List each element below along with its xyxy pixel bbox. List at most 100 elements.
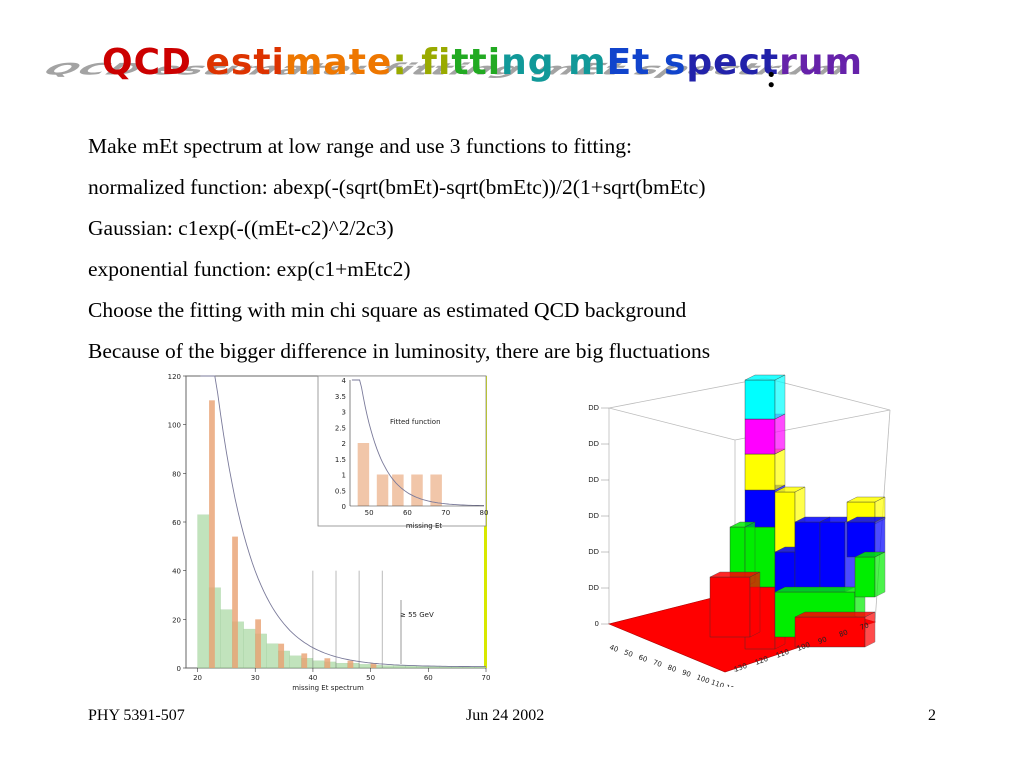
x-tick-label: 50 xyxy=(366,674,375,682)
histogram-bar xyxy=(393,665,406,669)
lego-column-segment-side xyxy=(864,611,876,648)
z-tick-label: DD xyxy=(588,584,599,592)
y-tick-label: 120 xyxy=(168,373,181,381)
z-tick-label: DD xyxy=(588,440,599,448)
histogram-bar xyxy=(439,666,452,669)
y-tick-label: 100 xyxy=(168,422,181,430)
inset-bar xyxy=(392,474,404,506)
bullet-item: Choose the fitting with min chi square a… xyxy=(88,298,687,322)
y-tick-label: 60 xyxy=(172,519,181,527)
main-histogram xyxy=(197,400,487,669)
histogram-bar xyxy=(278,643,285,668)
inset-x-tick-label: 80 xyxy=(480,509,489,517)
lego-column-segment-side xyxy=(874,516,886,558)
lego-column-segment xyxy=(744,453,776,491)
lego-column-segment xyxy=(774,551,796,593)
lego-column-segment xyxy=(744,379,776,420)
lego-column-segment xyxy=(854,556,876,598)
y-tick-label: 20 xyxy=(172,616,181,624)
inset-bar xyxy=(357,443,370,506)
inset-y-tick-label: 1 xyxy=(342,472,346,480)
histogram-bar xyxy=(301,653,308,668)
histogram-bar xyxy=(266,643,279,669)
histogram-bar xyxy=(243,628,256,669)
lego-column-segment-top xyxy=(794,611,876,618)
lego-column-segment xyxy=(846,521,876,558)
bullet-item: exponential function: exp(c1+mEtc2) xyxy=(88,257,411,281)
x-tick-label: 40 xyxy=(308,674,317,682)
inset-y-tick-label: 0.5 xyxy=(335,487,346,495)
inset-y-tick-label: 2 xyxy=(342,440,346,448)
lego-column-segment xyxy=(744,489,776,528)
inset-bar xyxy=(376,474,389,506)
x-tick-label: 40 xyxy=(608,643,619,654)
inset-axes: 50 60 70 80 0 0.5 1 1.5 2 2.5 3 3.5 4 xyxy=(335,377,489,517)
histogram-bar xyxy=(347,660,354,668)
lego-column-segment-side xyxy=(749,571,761,638)
title-colon: : xyxy=(766,58,777,94)
x-tick-label: 80 xyxy=(666,663,677,674)
y-tick-label: 70 xyxy=(859,621,870,632)
slide-title-block: QCD estimate: fitting mEt spectrum QCD e… xyxy=(35,38,862,108)
z-tick-label: DD xyxy=(588,512,599,520)
inset-y-tick-label: 3 xyxy=(342,409,346,417)
lego-column-segment-top xyxy=(774,586,866,593)
histogram-bar xyxy=(428,666,440,669)
inset-fit-curve xyxy=(351,379,484,507)
histogram-bar xyxy=(312,660,325,669)
bullet-list: Make mEt spectrum at low range and use 3… xyxy=(88,126,710,372)
lego-column-segment xyxy=(709,576,751,638)
z-tick-label: DD xyxy=(588,548,599,556)
bullet-item: Make mEt spectrum at low range and use 3… xyxy=(88,134,632,158)
annotation-text: ≥ 55 GeV xyxy=(400,611,434,619)
y-tick-label: 90 xyxy=(817,635,828,646)
x-tick-label: 70 xyxy=(652,658,663,669)
y-tick-label: 40 xyxy=(172,568,181,576)
x-tick-label: 20 xyxy=(193,674,202,682)
footer-date: Jun 24 2002 xyxy=(466,707,545,724)
inset-x-tick-label: 50 xyxy=(365,509,374,517)
y-tick-label: 0 xyxy=(177,665,181,673)
inset-bar xyxy=(411,474,423,506)
footer-page-number: 2 xyxy=(928,707,936,724)
lego-column-segment xyxy=(819,521,846,593)
histogram-bar xyxy=(358,664,371,669)
inset-histogram xyxy=(357,443,442,506)
histogram-bar xyxy=(370,663,377,668)
lego-column-segment xyxy=(794,521,821,593)
x-tick-label: 70 xyxy=(482,674,491,682)
y-tick-label: 80 xyxy=(838,628,849,639)
bullet-item: normalized function: abexp(-(sqrt(bmEt)-… xyxy=(88,175,706,199)
z-tick-label: DD xyxy=(588,476,599,484)
inset-x-label: missing Et xyxy=(406,522,443,530)
z-tick-label: DD xyxy=(588,404,599,412)
inset-x-tick-label: 70 xyxy=(441,509,450,517)
footer-course: PHY 5391-507 xyxy=(88,707,185,724)
inset-y-tick-label: 4 xyxy=(342,377,347,385)
inset-y-tick-label: 3.5 xyxy=(335,393,346,401)
inset-bar xyxy=(430,474,442,506)
x-tick-label: 100 xyxy=(695,673,710,685)
slide-title: QCD estimate: fitting mEt spectrum xyxy=(102,42,864,83)
lego-columns xyxy=(709,374,886,650)
inset-y-tick-label: 0 xyxy=(342,503,346,511)
lego-column-segment-side xyxy=(774,374,786,420)
x-tick-label: 60 xyxy=(637,653,648,664)
inset-y-tick-label: 1.5 xyxy=(335,456,346,464)
x-axis-label: missing Et spectrum xyxy=(292,684,364,692)
lego-column-segment-side xyxy=(874,551,886,598)
x-tick-label: 60 xyxy=(424,674,433,682)
lego-column-segment-side xyxy=(774,448,786,491)
histogram-bar xyxy=(474,666,487,669)
x-tick-label: 110 xyxy=(710,678,725,687)
histogram-bar xyxy=(451,666,464,669)
x-tick-label: 30 xyxy=(251,674,260,682)
histogram-bar xyxy=(335,662,348,669)
lego-column-segment-side xyxy=(774,413,786,455)
inset-label: Fitted function xyxy=(390,418,441,426)
x-tick-label: 90 xyxy=(681,668,692,679)
fit-curve xyxy=(200,375,486,668)
